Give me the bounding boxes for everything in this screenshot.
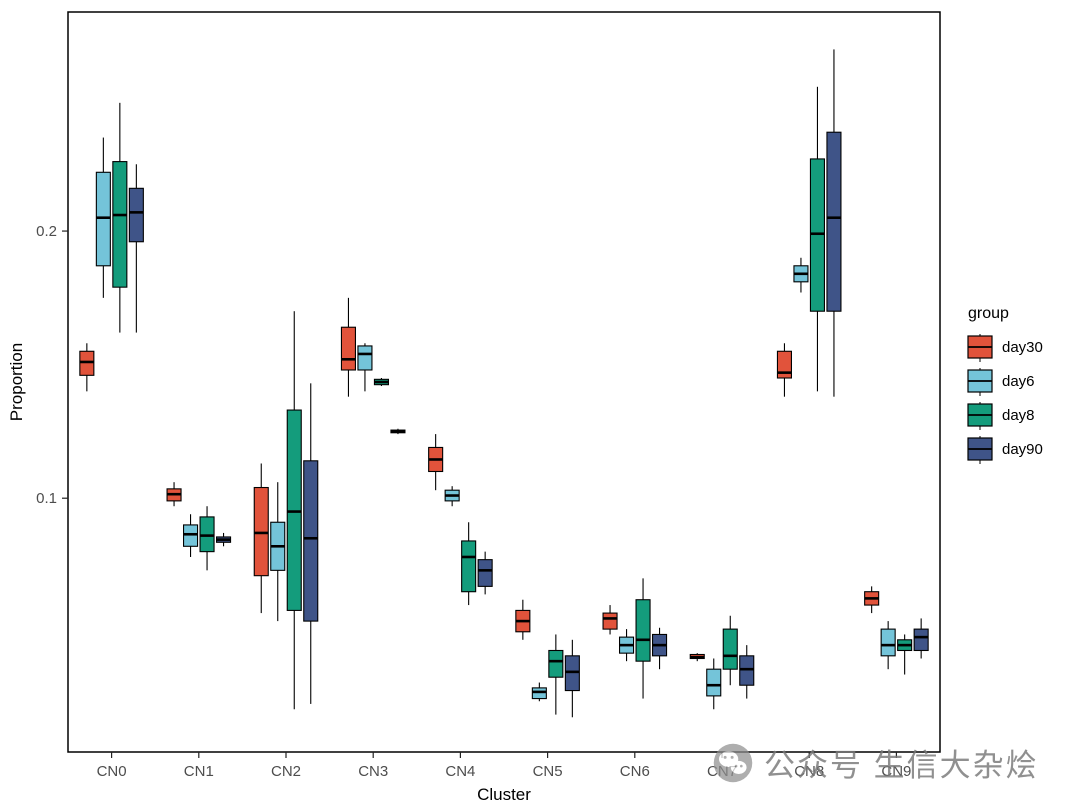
box-day90-CN6 (651, 627, 668, 670)
box-day30-CN7 (689, 653, 705, 662)
plot-panel (67, 11, 941, 753)
box-day6-CN3 (357, 343, 373, 392)
legend-title: group (968, 305, 1009, 322)
box-day6-CN4 (444, 486, 460, 507)
box-day8-CN7 (722, 615, 738, 686)
x-tick-label: CN8 (794, 763, 824, 780)
box-day6-CN0 (95, 137, 111, 298)
box-day30-CN2 (253, 463, 269, 614)
legend-label-day6: day6 (1002, 373, 1035, 390)
box-day30-CN8 (776, 343, 793, 397)
box-day90-CN7 (739, 645, 755, 699)
box-day6-CN1 (183, 514, 199, 557)
legend-label-day8: day8 (1002, 407, 1035, 424)
legend-label-day90: day90 (1002, 441, 1043, 458)
box-day90-CN9 (913, 618, 929, 659)
box-day90-CN3 (390, 428, 406, 435)
box-day90-CN2 (303, 383, 319, 704)
box-day8-CN6 (635, 578, 651, 699)
box-day30-CN6 (602, 605, 618, 635)
legend-label-day30: day30 (1002, 339, 1043, 356)
box-day30-CN4 (428, 434, 444, 491)
x-tick-label: CN6 (620, 763, 650, 780)
box-day6-CN7 (706, 658, 722, 710)
box-day6-CN5 (531, 682, 547, 702)
box-day8-CN3 (373, 377, 390, 387)
box-day90-CN5 (564, 639, 580, 718)
x-tick-label: CN1 (184, 763, 214, 780)
x-tick-label: CN0 (97, 763, 127, 780)
box-day8-CN4 (461, 522, 477, 606)
y-tick-label: 0.1 (36, 490, 57, 507)
box-day30-CN1 (166, 482, 182, 507)
x-tick-label: CN9 (881, 763, 911, 780)
legend-item-day6: day6 (967, 368, 1035, 396)
x-tick-label: CN3 (358, 763, 388, 780)
box-day8-CN1 (199, 506, 215, 571)
box-day90-CN0 (128, 164, 144, 333)
y-tick-label: 0.2 (36, 223, 57, 240)
x-tick-label: CN2 (271, 763, 301, 780)
box-day8-CN8 (809, 86, 826, 392)
box-day6-CN2 (270, 482, 286, 622)
box-day90-CN4 (477, 551, 493, 595)
box-day6-CN6 (618, 629, 635, 662)
box-day30-CN9 (864, 586, 880, 614)
x-tick-label: CN5 (533, 763, 563, 780)
legend-item-day30: day30 (967, 334, 1043, 362)
box-day6-CN9 (880, 621, 896, 670)
x-tick-label: CN7 (707, 763, 737, 780)
box-day8-CN9 (897, 634, 913, 675)
box-day30-CN5 (515, 599, 531, 640)
box-day8-CN2 (286, 311, 302, 710)
legend-item-day8: day8 (967, 402, 1035, 430)
x-tick-label: CN4 (445, 763, 475, 780)
box-day90-CN1 (216, 532, 232, 547)
box-day90-CN8 (826, 49, 842, 397)
y-axis-title: Proportion (7, 343, 26, 421)
box-day8-CN5 (548, 634, 564, 715)
box-day30-CN0 (79, 343, 95, 392)
x-axis-title: Cluster (477, 785, 531, 804)
legend-item-day90: day90 (967, 436, 1043, 464)
box-day6-CN8 (793, 257, 809, 293)
box-day8-CN0 (112, 102, 128, 333)
box-day30-CN3 (340, 297, 357, 397)
